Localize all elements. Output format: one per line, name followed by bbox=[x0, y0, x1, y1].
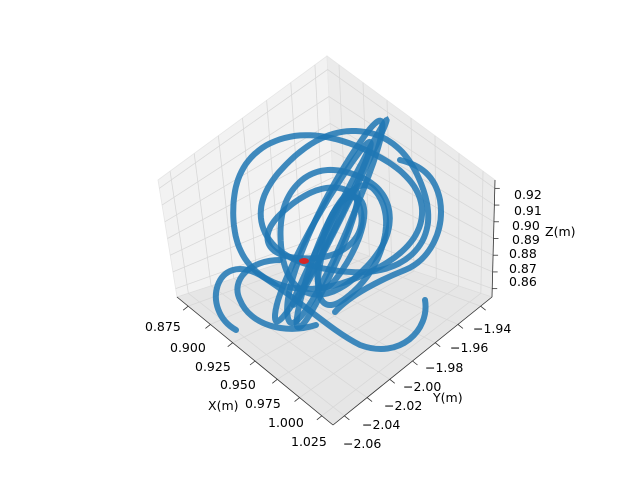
y-axis-label: Y(m) bbox=[432, 390, 463, 405]
y-tick-label: −2.06 bbox=[343, 436, 381, 451]
z-tick-label: 0.87 bbox=[509, 261, 537, 276]
y-tick-label: −1.94 bbox=[473, 321, 511, 336]
x-tick-label: 1.025 bbox=[291, 434, 327, 449]
grid-line-right-wall bbox=[434, 135, 437, 279]
x-tick-label: 0.975 bbox=[245, 396, 281, 411]
y-tick-mark bbox=[412, 360, 418, 366]
z-axis-label: Z(m) bbox=[545, 224, 576, 239]
trajectory-loop bbox=[257, 128, 432, 276]
x-tick-mark bbox=[205, 324, 211, 329]
axes bbox=[176, 179, 500, 426]
y-tick-label: −2.02 bbox=[384, 398, 422, 413]
y-tick-label: −1.98 bbox=[425, 360, 463, 375]
trajectory-arc bbox=[332, 157, 444, 315]
y-tick-label: −1.96 bbox=[450, 340, 488, 355]
grid-line-left-wall bbox=[290, 82, 303, 257]
grid-line-z bbox=[161, 96, 495, 206]
z-tick-label: 0.92 bbox=[514, 187, 542, 202]
grid-line-x-floor bbox=[299, 285, 459, 398]
trajectory-loop bbox=[272, 138, 374, 325]
grid-line-x-floor bbox=[321, 292, 482, 417]
x-tick-label: 0.950 bbox=[220, 377, 256, 392]
x-tick-label: 0.900 bbox=[170, 340, 206, 355]
y-tick-mark bbox=[389, 378, 396, 384]
origin-point bbox=[299, 258, 309, 264]
grid-line-x-floor bbox=[277, 278, 437, 380]
z-tick-label: 0.91 bbox=[514, 203, 542, 218]
z-tick-label: 0.90 bbox=[512, 218, 540, 233]
y-tick-mark bbox=[434, 342, 441, 348]
y-tick-label: −2.04 bbox=[362, 417, 400, 432]
z-tick-label: 0.86 bbox=[509, 274, 537, 289]
x-tick-mark bbox=[272, 378, 278, 384]
grid-line-left-wall bbox=[314, 64, 326, 249]
grid-line-z bbox=[172, 204, 493, 273]
z-tick-label: 0.89 bbox=[512, 232, 540, 247]
y-tick-mark bbox=[457, 324, 464, 329]
z-tick-label: 0.88 bbox=[509, 246, 537, 261]
y-tick-mark bbox=[366, 397, 373, 402]
tick-labels: 0.875 0.900 0.925 0.950 0.975 1.000 1.025 −2.06… bbox=[145, 187, 542, 451]
x-tick-mark bbox=[182, 305, 189, 311]
grid-line-z bbox=[159, 69, 496, 189]
x-tick-mark bbox=[294, 397, 300, 402]
y-tick-mark bbox=[480, 305, 486, 311]
trajectory-loop bbox=[264, 184, 365, 262]
trajectory bbox=[212, 116, 444, 352]
trajectory-arc bbox=[212, 266, 429, 352]
y-tick-mark bbox=[344, 415, 350, 421]
y-tick-label: −2.00 bbox=[403, 379, 441, 394]
x-axis-label: X(m) bbox=[208, 398, 239, 413]
trajectory-arc bbox=[234, 257, 319, 332]
grid-line-right-wall bbox=[480, 171, 484, 294]
x-tick-label: 1.000 bbox=[268, 415, 304, 430]
x-tick-mark bbox=[316, 415, 323, 421]
x-tick-label: 0.925 bbox=[195, 359, 231, 374]
x-tick-mark bbox=[249, 360, 256, 366]
x-tick-mark bbox=[227, 342, 233, 348]
x-tick-label: 0.875 bbox=[145, 319, 181, 334]
trajectory-loop bbox=[314, 182, 390, 308]
